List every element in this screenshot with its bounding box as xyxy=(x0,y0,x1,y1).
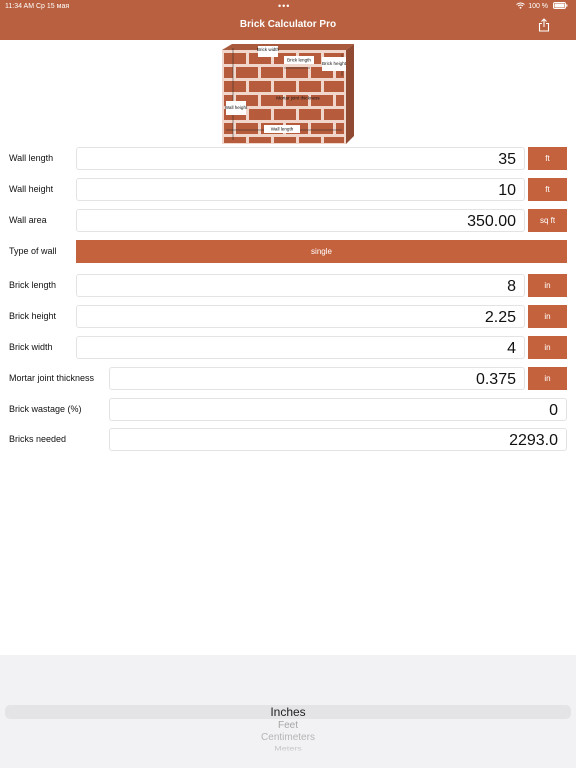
bricks-needed-output: 2293.0 xyxy=(109,428,567,451)
picker-selection-band xyxy=(5,705,571,719)
wall-area-label: Wall area xyxy=(9,215,47,225)
brick-height-unit-button[interactable]: in xyxy=(528,305,567,328)
diagram-label-brick-height: Brick height xyxy=(322,61,347,66)
page-title: Brick Calculator Pro xyxy=(239,19,337,30)
brick-wastage-input[interactable]: 0 xyxy=(109,398,567,421)
picker-option-meters[interactable]: Meters xyxy=(274,744,302,752)
diagram-label-wall-height: Wall height xyxy=(225,105,248,110)
battery-percent: 100 % xyxy=(528,3,549,10)
app-header: 11:34 AM Ср 15 мая ••• 100 % Brick Calcu… xyxy=(0,0,576,40)
wifi-icon xyxy=(516,2,525,9)
unit-picker[interactable]: Inches Feet Centimeters Meters xyxy=(0,655,576,768)
type-of-wall-label: Type of wall xyxy=(9,246,57,256)
brick-width-label: Brick width xyxy=(9,342,53,352)
wall-height-unit-button[interactable]: ft xyxy=(528,178,567,201)
wall-length-label: Wall length xyxy=(9,153,54,163)
picker-option-inches[interactable]: Inches xyxy=(270,705,306,719)
wall-length-unit-button[interactable]: ft xyxy=(528,147,567,170)
mortar-thickness-unit-button[interactable]: in xyxy=(528,367,567,390)
brick-wall-diagram: Brick width Brick length Brick height Wa… xyxy=(222,44,354,144)
wall-area-input[interactable]: 350.00 xyxy=(76,209,525,232)
brick-wastage-label: Brick wastage (%) xyxy=(9,404,82,414)
status-battery: 100 % xyxy=(516,2,568,12)
type-of-wall-button[interactable]: single xyxy=(76,240,567,263)
brick-height-label: Brick height xyxy=(9,311,57,321)
diagram-label-wall-length: Wall length xyxy=(271,127,294,132)
brick-length-input[interactable]: 8 xyxy=(76,274,525,297)
brick-width-unit-button[interactable]: in xyxy=(528,336,567,359)
diagram-label-brick-width: Brick width xyxy=(257,47,280,52)
wall-height-label: Wall height xyxy=(9,184,54,194)
picker-option-feet[interactable]: Feet xyxy=(277,720,298,731)
mortar-thickness-label: Mortar joint thickness xyxy=(9,373,95,383)
brick-length-label: Brick length xyxy=(9,280,57,290)
wall-length-input[interactable]: 35 xyxy=(76,147,525,170)
brick-length-unit-button[interactable]: in xyxy=(528,274,567,297)
status-time-date: 11:34 AM Ср 15 мая xyxy=(5,3,70,10)
bricks-needed-label: Bricks needed xyxy=(9,434,67,444)
brick-width-input[interactable]: 4 xyxy=(76,336,525,359)
brick-height-input[interactable]: 2.25 xyxy=(76,305,525,328)
battery-icon xyxy=(553,2,568,9)
wall-area-unit-button[interactable]: sq ft xyxy=(528,209,567,232)
share-icon[interactable] xyxy=(538,18,550,32)
mortar-thickness-input[interactable]: 0.375 xyxy=(109,367,525,390)
diagram-label-mortar: Mortar joint thickness xyxy=(276,96,320,101)
multitask-dots[interactable]: ••• xyxy=(278,1,291,11)
diagram-label-brick-length: Brick length xyxy=(287,58,311,63)
wall-height-input[interactable]: 10 xyxy=(76,178,525,201)
picker-option-centimeters[interactable]: Centimeters xyxy=(261,732,315,743)
